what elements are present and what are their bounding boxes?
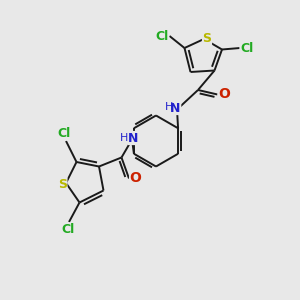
Text: S: S	[202, 32, 211, 46]
Text: Cl: Cl	[240, 41, 253, 55]
Text: Cl: Cl	[155, 29, 169, 43]
Text: S: S	[58, 178, 67, 191]
Text: N: N	[128, 131, 139, 145]
Text: H: H	[165, 101, 174, 112]
Text: N: N	[170, 101, 181, 115]
Text: O: O	[130, 172, 142, 185]
Text: O: O	[218, 88, 230, 101]
Text: H: H	[120, 133, 129, 143]
Text: Cl: Cl	[61, 223, 74, 236]
Text: Cl: Cl	[58, 127, 71, 140]
